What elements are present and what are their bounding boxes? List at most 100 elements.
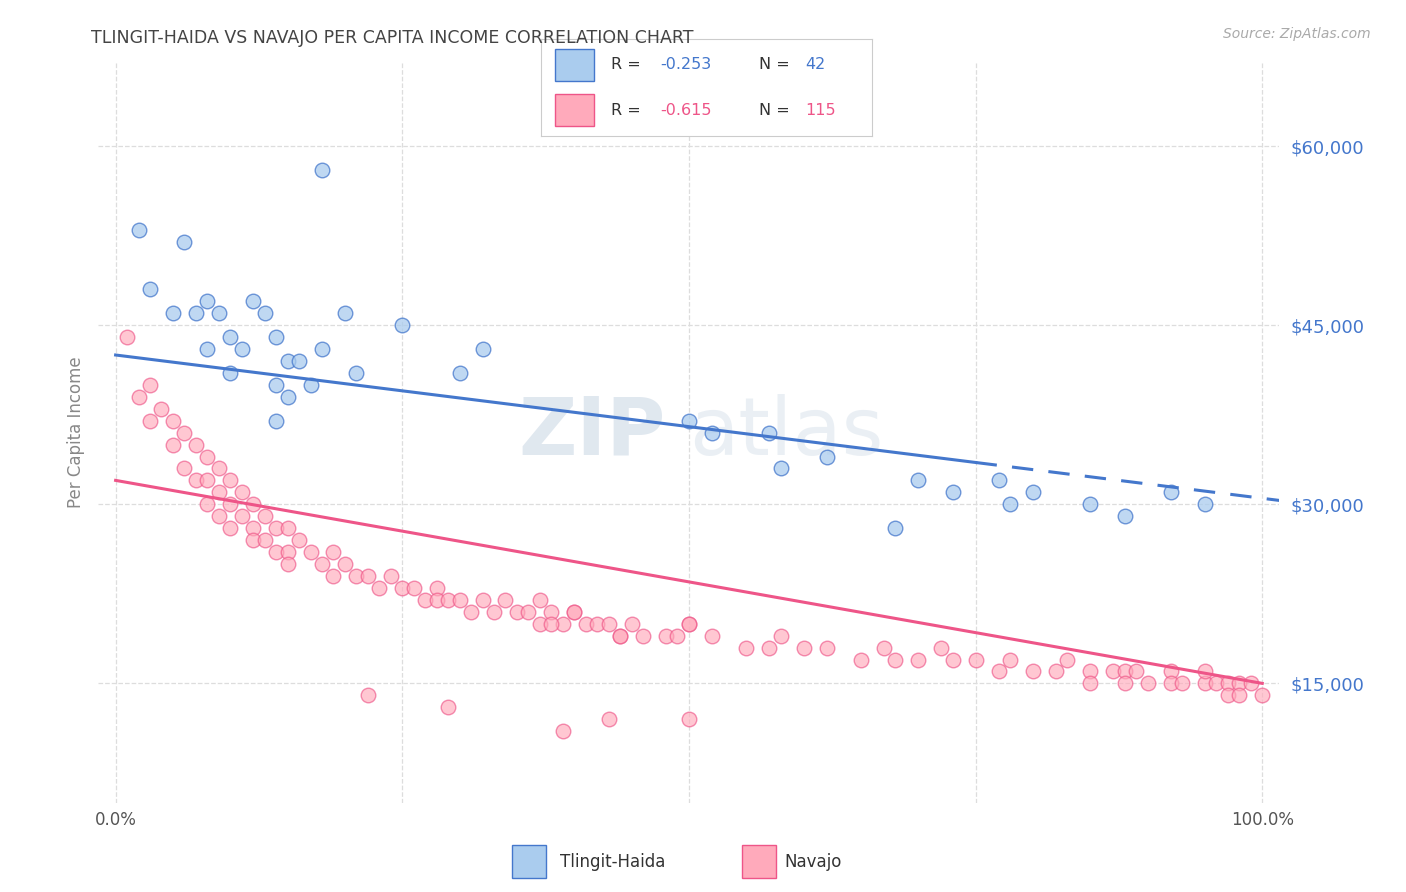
Text: Navajo: Navajo <box>785 853 842 871</box>
Point <box>942 652 965 666</box>
Point <box>609 629 631 643</box>
Point <box>1125 665 1147 679</box>
Point <box>426 581 449 595</box>
Text: TLINGIT-HAIDA VS NAVAJO PER CAPITA INCOME CORRELATION CHART: TLINGIT-HAIDA VS NAVAJO PER CAPITA INCOM… <box>91 29 695 46</box>
Point <box>277 545 299 559</box>
Point <box>344 366 367 380</box>
Point <box>299 545 322 559</box>
Point <box>1078 665 1101 679</box>
Point <box>609 629 631 643</box>
Point <box>586 616 609 631</box>
Point <box>1171 676 1194 690</box>
Point <box>277 390 299 404</box>
Point <box>1205 676 1227 690</box>
Point <box>987 474 1010 488</box>
Point <box>815 450 838 464</box>
Point <box>655 629 678 643</box>
Point <box>357 689 380 703</box>
Point <box>873 640 896 655</box>
Point <box>1160 676 1182 690</box>
Point <box>540 616 562 631</box>
Point <box>678 414 700 428</box>
Point <box>173 235 195 249</box>
Point <box>115 330 138 344</box>
Y-axis label: Per Capita Income: Per Capita Income <box>67 357 86 508</box>
Text: N =: N = <box>759 57 796 72</box>
Text: Tlingit-Haida: Tlingit-Haida <box>560 853 665 871</box>
Point <box>1227 689 1250 703</box>
Point <box>1194 676 1216 690</box>
Point <box>449 366 471 380</box>
Point <box>460 605 482 619</box>
Point <box>357 569 380 583</box>
Text: R =: R = <box>610 57 645 72</box>
Point <box>437 700 460 714</box>
Text: 42: 42 <box>806 57 825 72</box>
Point <box>1022 665 1045 679</box>
Point <box>195 474 218 488</box>
Point <box>288 533 311 547</box>
Point <box>184 437 207 451</box>
Point <box>253 533 276 547</box>
Point <box>333 557 356 571</box>
Point <box>735 640 758 655</box>
Point <box>551 616 574 631</box>
Text: 115: 115 <box>806 103 837 118</box>
Point <box>426 592 449 607</box>
Point <box>495 592 517 607</box>
Point <box>666 629 689 643</box>
Point <box>299 377 322 392</box>
Point <box>1227 676 1250 690</box>
Point <box>1102 665 1125 679</box>
Point <box>139 377 162 392</box>
Point <box>128 222 150 236</box>
Point <box>758 640 780 655</box>
Point <box>402 581 425 595</box>
Point <box>184 306 207 320</box>
Point <box>1160 665 1182 679</box>
Point <box>264 330 287 344</box>
Point <box>700 425 723 440</box>
Point <box>575 616 598 631</box>
Point <box>1194 497 1216 511</box>
Text: ZIP: ZIP <box>517 393 665 472</box>
Point <box>391 318 413 333</box>
Point <box>1216 689 1239 703</box>
Point <box>311 342 333 356</box>
Point <box>242 294 264 309</box>
Point <box>793 640 815 655</box>
Point <box>471 342 494 356</box>
Point <box>815 640 838 655</box>
Point <box>277 521 299 535</box>
Point <box>219 497 242 511</box>
Point <box>253 509 276 524</box>
Point <box>391 581 413 595</box>
Point <box>598 616 620 631</box>
Point <box>277 354 299 368</box>
Point <box>264 414 287 428</box>
Point <box>1251 689 1274 703</box>
Point <box>482 605 505 619</box>
Point <box>277 557 299 571</box>
Point <box>231 485 253 500</box>
Point <box>242 497 264 511</box>
Point <box>264 377 287 392</box>
Point <box>562 605 585 619</box>
Point <box>139 282 162 296</box>
Point <box>529 592 551 607</box>
Point <box>150 401 173 416</box>
Point <box>208 485 231 500</box>
Point <box>1114 665 1136 679</box>
Point <box>884 521 907 535</box>
Point <box>1078 676 1101 690</box>
Point <box>471 592 494 607</box>
Point <box>678 616 700 631</box>
Point <box>884 652 907 666</box>
Text: atlas: atlas <box>689 393 883 472</box>
Point <box>162 437 184 451</box>
Point <box>1022 485 1045 500</box>
Bar <box>554 95 595 126</box>
Point <box>529 616 551 631</box>
Text: N =: N = <box>759 103 796 118</box>
Point <box>219 474 242 488</box>
